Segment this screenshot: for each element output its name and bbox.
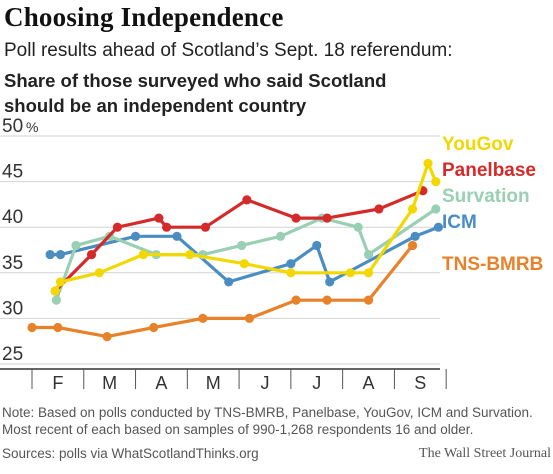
data-point-tns-bmrb [244,313,255,323]
data-point-panelbase [291,213,301,223]
description-line-2: should be an independent country [4,95,307,116]
data-point-survation [71,240,81,251]
data-point-tns-bmrb [27,322,37,333]
data-point-panelbase [322,213,332,223]
data-point-icm [325,277,335,287]
y-tick-label: 35 [2,253,23,274]
chart-title: Choosing Independence [4,2,284,32]
series-line-yougov [53,161,438,293]
data-point-tns-bmrb [291,295,301,305]
data-point-yougov [94,268,104,278]
data-point-survation [363,249,374,260]
data-point-icm [55,249,66,260]
note-line-1: Note: Based on polls conducted by TNS-BM… [2,405,533,420]
data-point-tns-bmrb [407,240,418,251]
data-point-tns-bmrb [198,313,208,323]
y-unit-label: % [26,119,38,135]
chart-credit: The Wall Street Journal [419,446,551,461]
data-point-panelbase [374,204,384,214]
data-point-icm [433,222,444,232]
data-point-yougov [239,259,249,269]
data-point-tns-bmrb [363,295,374,305]
chart-source: Sources: polls via WhatScotlandThinks.or… [2,446,259,461]
chart-note: Note: Based on polls conducted by TNS-BM… [2,404,553,438]
data-point-icm [312,240,322,251]
chart-description: Share of those surveyed who said Scotlan… [4,68,386,118]
data-point-yougov [185,249,195,260]
data-point-yougov [138,249,148,260]
data-point-tns-bmrb [149,322,159,333]
x-tick-label: M [102,373,117,393]
x-tick-label: A [363,373,375,393]
y-tick-label: 45 [2,162,23,183]
data-point-yougov [423,158,433,168]
data-point-survation [51,295,61,305]
legend-label-tns-bmrb: TNS-BMRB [442,254,543,275]
data-point-yougov [431,177,441,187]
x-tick-label: A [155,373,167,393]
data-point-yougov [286,268,296,278]
x-tick-label: S [414,373,426,393]
legend-label-yougov: YouGov [442,134,514,155]
note-line-2: Most recent of each based on samples of … [2,422,474,437]
x-tick-label: J [312,373,321,393]
legend-label-panelbase: Panelbase [442,160,536,181]
y-tick-label: 25 [2,344,23,365]
data-point-survation [353,222,363,232]
data-point-panelbase [200,222,211,232]
data-point-tns-bmrb [102,332,112,342]
series-line-tns-bmrb [30,243,415,339]
data-point-tns-bmrb [53,322,63,333]
line-chart: 25 30 35 40 45 50 % F M A M J J A S YouGov Panelbase Sur… [0,118,543,393]
data-point-icm [224,277,234,287]
chart-subtitle: Poll results ahead of Scotland’s Sept. 1… [4,40,453,61]
x-tick-label: F [52,373,63,393]
data-point-icm [286,259,296,269]
data-point-icm [130,231,141,241]
data-point-icm [45,249,55,260]
data-point-panelbase [112,222,123,232]
data-point-yougov [50,286,60,296]
data-point-panelbase [86,249,97,260]
data-point-yougov [55,277,66,287]
legend-label-survation: Survation [442,186,530,207]
data-point-icm [410,231,420,241]
y-tick-label: 30 [2,298,23,319]
data-point-survation [275,231,286,241]
x-tick-label: M [206,373,221,393]
y-tick-label: 50 [2,118,23,137]
data-point-panelbase [154,213,164,223]
data-point-yougov [363,268,374,278]
data-point-panelbase [242,195,252,205]
data-point-survation [431,204,441,214]
legend-label-icm: ICM [442,212,477,233]
data-point-icm [172,231,182,241]
description-line-1: Share of those surveyed who said Scotlan… [4,70,387,91]
data-point-yougov [345,268,355,278]
data-point-yougov [407,204,418,214]
x-tick-label: J [260,373,269,393]
data-point-tns-bmrb [322,295,332,305]
data-point-survation [237,240,247,251]
data-point-panelbase [162,222,172,232]
y-tick-label: 40 [2,207,23,228]
